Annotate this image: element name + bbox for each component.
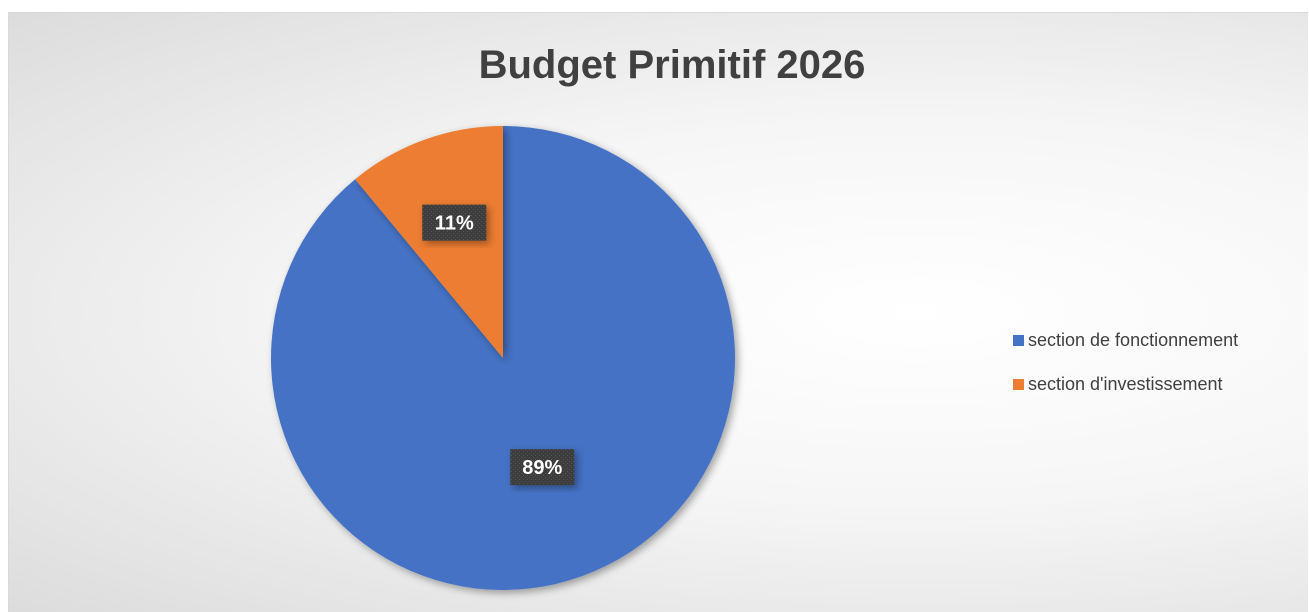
legend-label-fonctionnement: section de fonctionnement — [1028, 329, 1239, 350]
data-label-box-section-d-investissement — [422, 204, 487, 241]
legend-swatch-fonctionnement — [1013, 334, 1024, 346]
data-label-section-d-investissement: 11% — [435, 213, 474, 235]
chart-title: Budget Primitif 2026 — [478, 43, 866, 87]
data-label-section-de-fonctionnement: 89% — [522, 457, 562, 479]
pie-slice-section-de-fonctionnement — [271, 126, 736, 590]
pie-slice-section-d-investissement — [355, 126, 503, 358]
data-label-box-section-de-fonctionnement — [510, 449, 575, 486]
pie-chart: 89% 11% — [271, 126, 736, 590]
chart-area: Budget Primitif 2026 89% 11% section de f… — [8, 12, 1308, 612]
legend-item-fonctionnement: section de fonctionnement — [1013, 329, 1238, 351]
legend-swatch-investissement — [1013, 378, 1024, 390]
legend-item-investissement: section d'investissement — [1013, 373, 1238, 395]
legend: section de fonctionnement section d'inve… — [1013, 329, 1238, 417]
legend-label-investissement: section d'investissement — [1028, 373, 1223, 394]
